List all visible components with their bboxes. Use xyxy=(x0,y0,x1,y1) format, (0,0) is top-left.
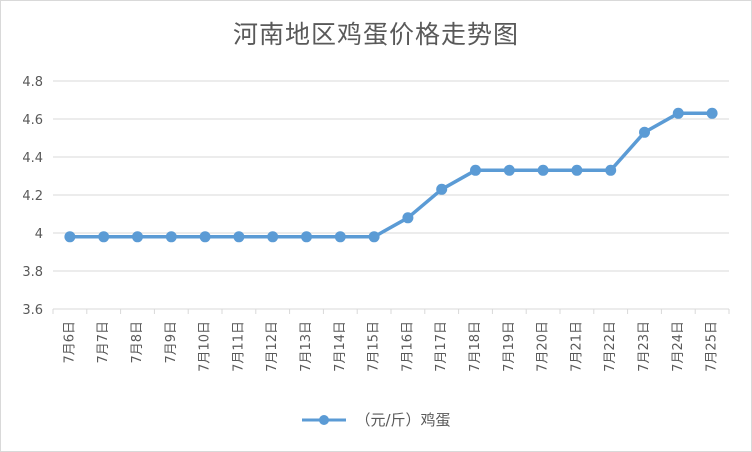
legend: （元/斤）鸡蛋 xyxy=(1,409,751,430)
plot-area: 3.6 3.8 4 4.2 4.4 4.6 4.8 7月6日 7月7日 7月8日 7月9日 7月10… xyxy=(22,75,730,372)
x-tick-label: 7月9日 xyxy=(164,321,179,364)
x-tick-label: 7月13日 xyxy=(299,321,314,372)
x-axis: 7月6日 7月7日 7月8日 7月9日 7月10日 7月11日 7月12日 7月13日 7月14… xyxy=(52,309,730,372)
data-point xyxy=(98,231,110,243)
y-tick-label: 4.8 xyxy=(22,75,43,90)
data-point xyxy=(64,231,76,243)
data-point xyxy=(706,107,718,119)
x-tick-label: 7月25日 xyxy=(705,321,720,372)
data-point xyxy=(233,231,245,243)
x-tick-label: 7月14日 xyxy=(333,321,348,372)
legend-label: （元/斤）鸡蛋 xyxy=(355,411,451,429)
x-tick-label: 7月8日 xyxy=(130,321,145,364)
x-tick-label: 7月15日 xyxy=(367,321,382,372)
y-tick-label: 4.6 xyxy=(22,113,43,128)
data-point xyxy=(672,107,684,119)
data-point xyxy=(368,231,380,243)
data-point xyxy=(639,126,650,138)
x-tick-label: 7月12日 xyxy=(265,321,280,372)
x-tick-label: 7月19日 xyxy=(502,321,517,372)
data-point xyxy=(537,164,549,176)
data-point xyxy=(605,164,617,176)
legend-swatch xyxy=(302,414,347,425)
chart-title: 河南地区鸡蛋价格走势图 xyxy=(232,20,519,49)
y-tick-label: 4 xyxy=(35,227,43,242)
x-tick-label: 7月17日 xyxy=(434,321,449,372)
y-tick-label: 4.2 xyxy=(22,189,43,204)
data-point xyxy=(402,212,414,224)
series-line xyxy=(69,111,713,239)
y-axis: 3.6 3.8 4 4.2 4.4 4.6 4.8 xyxy=(22,75,43,318)
series-group xyxy=(64,107,718,243)
x-tick-label: 7月21日 xyxy=(569,321,584,372)
data-point xyxy=(267,231,279,243)
y-tick-label: 4.4 xyxy=(22,151,43,166)
data-point xyxy=(470,164,481,176)
x-tick-label: 7月7日 xyxy=(96,321,111,364)
data-point xyxy=(334,231,346,243)
data-point xyxy=(199,231,211,243)
x-tick-label: 7月10日 xyxy=(198,321,213,372)
gridlines xyxy=(53,80,729,310)
data-point xyxy=(132,231,143,243)
x-tick-label: 7月23日 xyxy=(637,321,652,372)
x-tick-label: 7月24日 xyxy=(671,321,686,372)
data-point xyxy=(436,183,448,195)
data-point xyxy=(503,164,515,176)
data-point xyxy=(301,231,312,243)
data-point xyxy=(571,164,583,176)
y-tick-label: 3.6 xyxy=(22,303,43,318)
x-tick-label: 7月16日 xyxy=(400,321,415,372)
x-tick-label: 7月22日 xyxy=(603,321,618,372)
x-tick-label: 7月6日 xyxy=(62,321,77,364)
x-tick-label: 7月11日 xyxy=(231,321,246,372)
x-tick-label: 7月18日 xyxy=(468,321,483,372)
x-tick-label: 7月20日 xyxy=(536,321,551,372)
data-point xyxy=(165,231,177,243)
y-tick-label: 3.8 xyxy=(22,265,43,280)
